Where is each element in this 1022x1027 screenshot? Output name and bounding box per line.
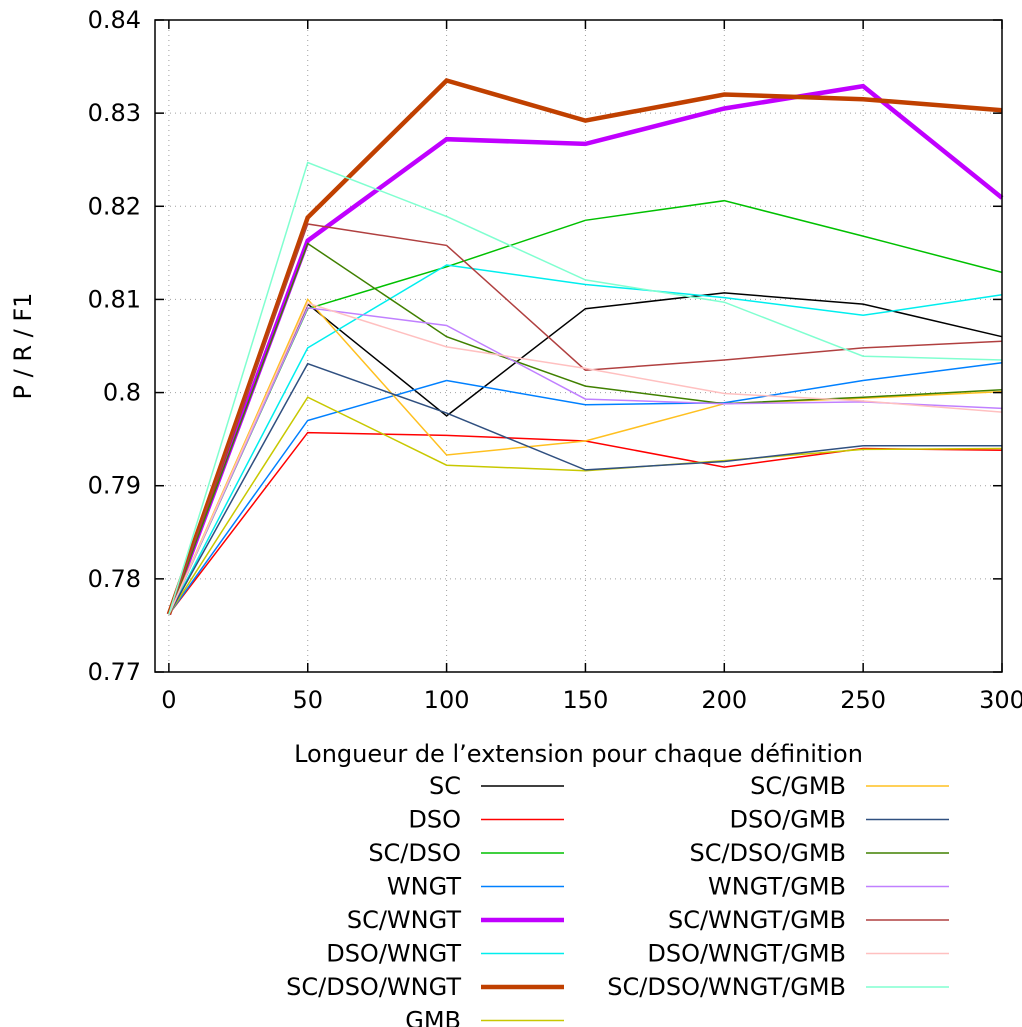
series-line-sc-dso-gmb: [168, 242, 1003, 615]
legend-label-dso-wngt-gmb: DSO/WNGT/GMB: [647, 940, 846, 968]
y-tick-label: 0.78: [88, 565, 141, 593]
legend: SC DSO SC/DSO WNGT SC/WNGT DSO/WNGT SC/DSO/WNG…: [286, 772, 949, 1027]
legend-label-sc-gmb: SC/GMB: [750, 772, 846, 800]
x-tick-label: 150: [563, 686, 609, 714]
y-axis-title: P / R / F1: [9, 293, 37, 400]
y-tick-label: 0.8: [103, 379, 141, 407]
x-tick-label: 250: [840, 686, 886, 714]
y-tick-label: 0.77: [88, 658, 141, 686]
legend-label-gmb: GMB: [405, 1007, 461, 1027]
legend-label-sc-wngt-gmb: SC/WNGT/GMB: [668, 906, 846, 934]
legend-label-sc: SC: [429, 772, 461, 800]
series-line-sc-gmb: [168, 298, 1003, 615]
y-tick-label: 0.84: [88, 6, 141, 34]
series-line-dso-wngt-gmb: [168, 302, 1003, 615]
plot-frame: [154, 19, 1003, 673]
legend-label-dso-wngt: DSO/WNGT: [326, 940, 461, 968]
series-line-wngt: [168, 362, 1003, 615]
series-line-sc-dso-wngt: [166, 77, 1003, 616]
legend-label-sc-dso-gmb: SC/DSO/GMB: [689, 839, 846, 867]
y-tick-label: 0.83: [88, 99, 141, 127]
series-line-sc-wngt: [166, 83, 1004, 616]
x-tick-label: 0: [161, 686, 176, 714]
y-tick-label: 0.79: [88, 472, 141, 500]
y-tick-label: 0.82: [88, 192, 141, 220]
legend-label-sc-dso-wngt: SC/DSO/WNGT: [286, 973, 461, 1001]
x-tick-label: 50: [292, 686, 323, 714]
x-tick-label: 200: [701, 686, 747, 714]
series-line-dso-wngt: [168, 264, 1003, 615]
legend-label-dso-gmb: DSO/GMB: [730, 806, 846, 834]
series-line-dso-gmb: [168, 362, 1002, 615]
series-line-sc-dso-wngt-gmb: [168, 161, 1003, 615]
series-line-wngt-gmb: [168, 306, 1003, 615]
legend-label-dso: DSO: [408, 806, 461, 834]
x-tick-label: 100: [424, 686, 470, 714]
y-tick-label: 0.81: [88, 285, 141, 313]
legend-label-wngt: WNGT: [387, 873, 461, 901]
series-lines: [166, 77, 1004, 616]
legend-label-wngt-gmb: WNGT/GMB: [708, 873, 846, 901]
x-tick-label: 300: [979, 686, 1022, 714]
axis-ticks: 0 50 100 150 200 250 300 0.77 0.78 0.79 0.8 0.81 0.8…: [88, 6, 1022, 714]
legend-label-sc-wngt: SC/WNGT: [347, 906, 462, 934]
series-line-sc-wngt-gmb: [168, 223, 1003, 615]
x-axis-title: Longueur de l’extension pour chaque défi…: [294, 740, 863, 768]
legend-label-sc-dso-wngt-gmb: SC/DSO/WNGT/GMB: [607, 973, 846, 1001]
series-line-gmb: [168, 396, 1003, 615]
legend-label-sc-dso: SC/DSO: [368, 839, 461, 867]
